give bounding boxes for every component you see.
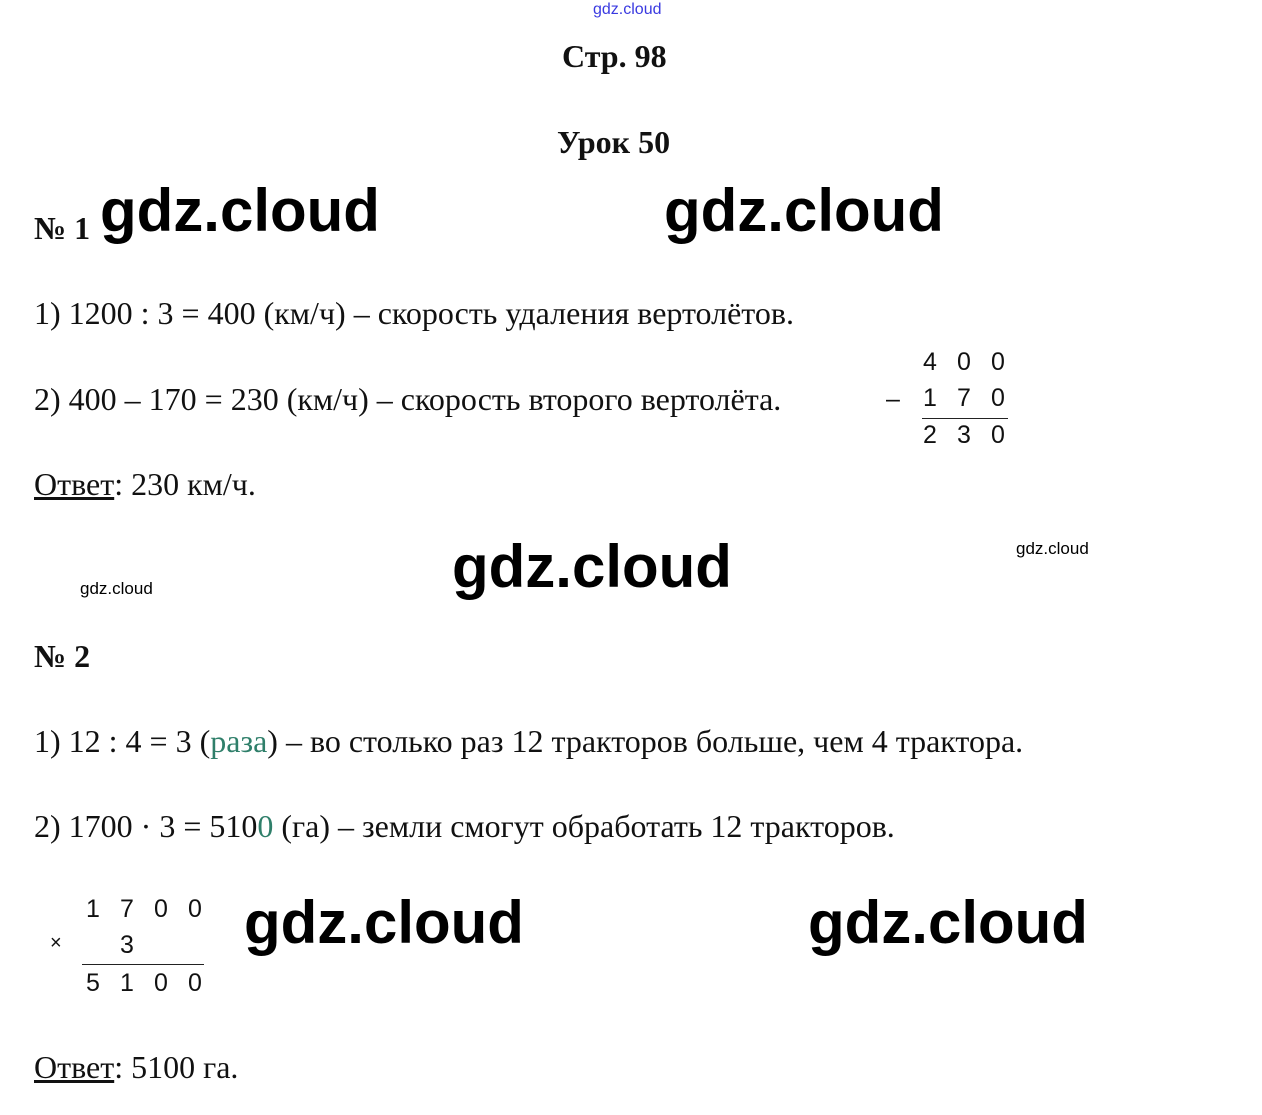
- column-line: [82, 964, 204, 965]
- multiplier: 3: [120, 931, 134, 959]
- watermark: gdz.cloud: [100, 177, 380, 244]
- watermark-top: gdz.cloud: [593, 1, 662, 18]
- watermark-small: gdz.cloud: [1016, 539, 1089, 558]
- watermark: gdz.cloud: [244, 889, 524, 956]
- minus-operator: –: [886, 385, 900, 413]
- task2-number: № 2: [34, 638, 91, 674]
- task2-step2: 2) 1700 · 3 = 5100 (га) – земли смогут о…: [34, 808, 895, 844]
- task1-step1: 1) 1200 : 3 = 400 (км/ч) – скорость удал…: [34, 295, 794, 331]
- task2-step1: 1) 12 : 4 = 3 (раза) – во столько раз 12…: [34, 723, 1024, 759]
- watermark: gdz.cloud: [664, 177, 944, 244]
- lesson-title: Урок 50: [557, 124, 671, 160]
- watermark: gdz.cloud: [808, 889, 1088, 956]
- times-operator: ×: [50, 932, 62, 954]
- task1-answer: Ответ: 230 км/ч.: [34, 466, 256, 502]
- task1-step2: 2) 400 – 170 = 230 (км/ч) – скорость вто…: [34, 381, 782, 417]
- task2-answer: Ответ: 5100 га.: [34, 1049, 239, 1085]
- column-line: [922, 418, 1008, 419]
- task1-number: № 1: [34, 210, 91, 246]
- watermark: gdz.cloud: [452, 533, 732, 600]
- page-title: Стр. 98: [562, 38, 667, 74]
- watermark-small: gdz.cloud: [80, 579, 153, 598]
